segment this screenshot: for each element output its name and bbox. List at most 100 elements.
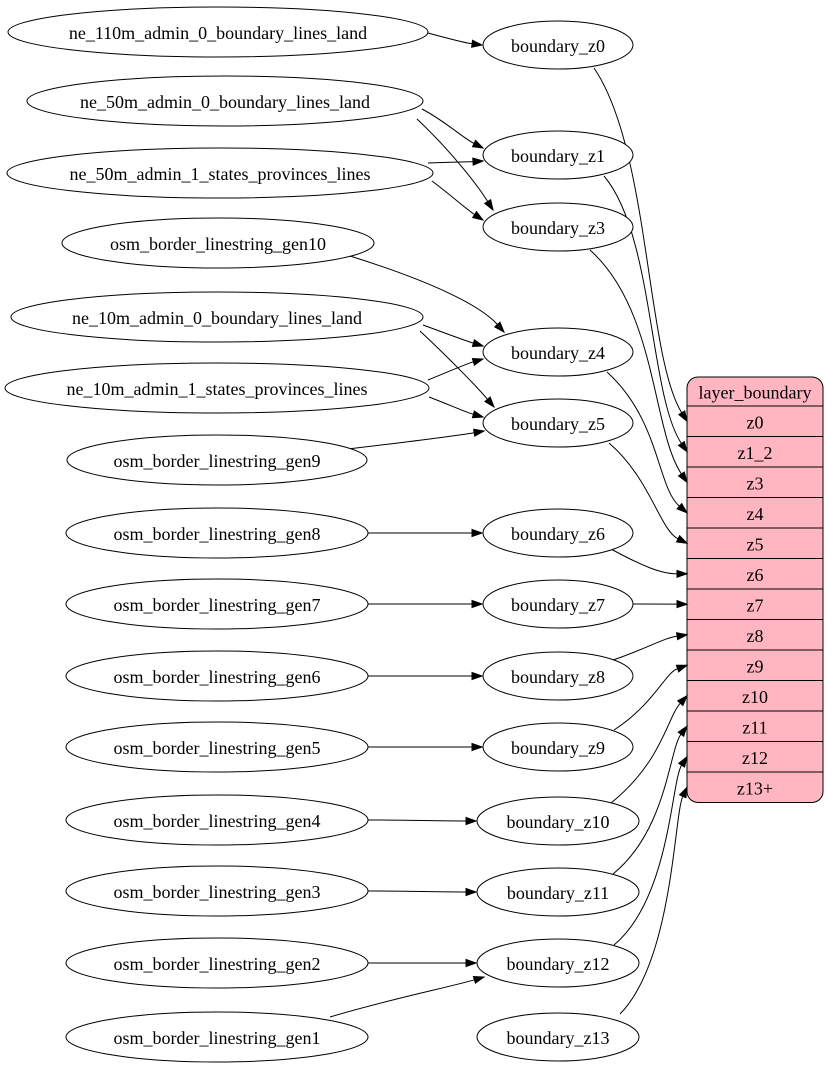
arrowhead [471,599,484,609]
arrowhead [676,599,689,609]
source-node-ellipse [6,147,434,199]
edge-osm_border_linestring_gen1-to-boundary_z12 [329,979,475,1018]
node-boundary_z12: boundary_z12 [476,938,640,988]
edge-boundary_z13-to-layer_boundary:z13+ [619,796,684,1015]
stage-node-label: boundary_z6 [511,524,605,544]
arrowhead [484,396,495,409]
arrowhead [472,975,486,985]
edge-boundary_z6-to-layer_boundary:z6 [610,548,678,575]
node-osm_border_linestring_gen8: osm_border_linestring_gen8 [65,507,369,559]
source-node-label: osm_border_linestring_gen5 [114,738,321,758]
source-node-ellipse [61,217,375,269]
stage-node-label: boundary_z3 [511,218,605,238]
table-row-z9: z9 [747,656,764,676]
source-node-ellipse [65,1011,369,1063]
edge-boundary_z9-to-layer_boundary:z9 [613,668,678,731]
node-osm_border_linestring_gen6: osm_border_linestring_gen6 [65,650,369,702]
edge-ne_50m_admin_1_states_provinces_lines-to-boundary_z1 [427,161,474,164]
source-node-ellipse [65,507,369,559]
stage-node-ellipse [482,579,634,629]
arrowhead [472,428,486,437]
arrowhead [465,958,478,968]
edge-ne_10m_admin_1_states_provinces_lines-to-boundary_z5 [428,396,474,415]
node-boundary_z1: boundary_z1 [482,130,634,180]
edge-boundary_z0-to-layer_boundary:z0 [593,67,683,413]
node-osm_border_linestring_gen7: osm_border_linestring_gen7 [65,578,369,630]
edge-boundary_z5-to-layer_boundary:z5 [608,442,679,540]
node-osm_border_linestring_gen3: osm_border_linestring_gen3 [65,865,369,917]
stage-node-ellipse [482,20,634,70]
node-osm_border_linestring_gen4: osm_border_linestring_gen4 [65,794,369,846]
source-node-label: ne_10m_admin_1_states_provinces_lines [67,379,368,399]
arrowhead [472,157,485,166]
table-row-z3: z3 [747,473,764,493]
stage-node-ellipse [476,796,640,846]
arrowhead [471,410,485,419]
source-node-label: ne_50m_admin_0_boundary_lines_land [80,92,370,112]
table-body [686,376,824,803]
arrowhead [677,410,688,423]
stage-node-label: boundary_z12 [507,954,610,974]
source-node-ellipse [65,937,369,989]
stage-node-label: boundary_z11 [507,883,609,903]
stage-node-ellipse [482,722,634,772]
edge-boundary_z1-to-layer_boundary:z1_2 [603,175,682,444]
source-node-ellipse [65,650,369,702]
source-node-ellipse [65,721,369,773]
arrowhead [677,471,688,484]
arrowhead [676,569,689,579]
edge-osm_border_linestring_gen4-to-boundary_z10 [367,819,467,822]
table-row-z6: z6 [747,565,764,585]
stage-node-ellipse [482,398,634,448]
arrowhead [471,742,484,752]
edge-ne_10m_admin_1_states_provinces_lines-to-boundary_z4 [427,361,474,381]
edge-boundary_z12-to-layer_boundary:z12 [613,764,683,946]
source-node-label: ne_50m_admin_1_states_provinces_lines [70,164,371,184]
stage-node-label: boundary_z7 [511,595,605,615]
stage-node-label: boundary_z9 [511,738,605,758]
source-node-label: osm_border_linestring_gen10 [110,234,326,254]
source-node-label: ne_10m_admin_0_boundary_lines_land [72,308,362,328]
edge-ne_50m_admin_1_states_provinces_lines-to-boundary_z3 [431,180,475,216]
node-boundary_z6: boundary_z6 [482,508,634,558]
node-osm_border_linestring_gen1: osm_border_linestring_gen1 [65,1011,369,1063]
table-title: layer_boundary [699,383,812,403]
stage-node-ellipse [482,327,634,377]
stage-node-label: boundary_z10 [507,812,610,832]
edge-boundary_z11-to-layer_boundary:z11 [612,733,682,875]
edge-ne_50m_admin_0_boundary_lines_land-to-boundary_z1 [421,108,475,144]
stage-node-ellipse [482,130,634,180]
node-boundary_z4: boundary_z4 [482,327,634,377]
node-osm_border_linestring_gen9: osm_border_linestring_gen9 [66,434,368,486]
source-node-label: osm_border_linestring_gen6 [114,667,321,687]
edge-osm_border_linestring_gen3-to-boundary_z11 [367,890,467,893]
stage-node-ellipse [476,938,640,988]
edge-boundary_z10-to-layer_boundary:z10 [610,702,681,804]
arrowhead [483,198,494,212]
arrowhead [677,440,688,454]
source-node-ellipse [10,291,424,343]
source-node-label: osm_border_linestring_gen9 [114,451,321,471]
source-node-label: ne_110m_admin_0_boundary_lines_land [69,23,367,43]
node-ne_10m_admin_1_states_provinces_lines: ne_10m_admin_1_states_provinces_lines [4,362,430,414]
table-row-z13+: z13+ [737,778,773,798]
source-node-ellipse [66,434,368,486]
arrowhead [676,694,689,707]
arrowhead [471,528,484,538]
node-boundary_z5: boundary_z5 [482,398,634,448]
table-row-z0: z0 [747,412,764,432]
node-boundary_z11: boundary_z11 [476,867,640,917]
node-ne_10m_admin_0_boundary_lines_land: ne_10m_admin_0_boundary_lines_land [10,291,424,343]
source-node-ellipse [65,865,369,917]
table-row-z12: z12 [742,748,768,768]
node-boundary_z13: boundary_z13 [476,1012,640,1062]
node-osm_border_linestring_gen10: osm_border_linestring_gen10 [61,217,375,269]
stage-node-ellipse [482,651,634,701]
node-osm_border_linestring_gen2: osm_border_linestring_gen2 [65,937,369,989]
stage-node-ellipse [482,508,634,558]
node-boundary_z9: boundary_z9 [482,722,634,772]
source-node-label: osm_border_linestring_gen3 [114,882,321,902]
edge-osm_border_linestring_gen10-to-boundary_z4 [349,255,498,325]
